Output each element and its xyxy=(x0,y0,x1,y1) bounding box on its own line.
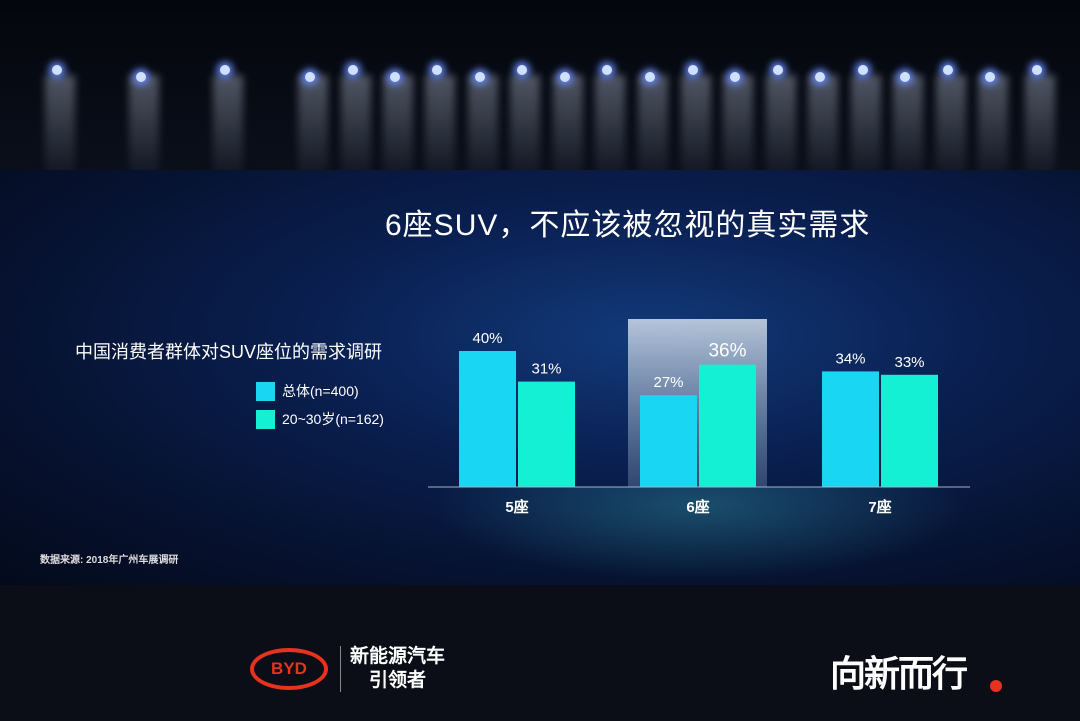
stage-light xyxy=(645,72,655,82)
byd-logo: BYD xyxy=(250,648,328,690)
stage-light xyxy=(390,72,400,82)
floor-glow xyxy=(430,487,970,582)
stage-light xyxy=(943,65,953,75)
light-beam xyxy=(978,75,1008,185)
stage-light xyxy=(858,65,868,75)
legend-label: 总体(n=400) xyxy=(282,383,359,399)
light-beam xyxy=(681,75,711,185)
category-label: 6座 xyxy=(686,498,709,516)
stage-light xyxy=(136,72,146,82)
bar-5座-series1 xyxy=(459,351,516,487)
light-beam xyxy=(213,75,243,185)
slogan-line1: 新能源汽车 xyxy=(350,646,446,667)
chart-title: 中国消费者群体对SUV座位的需求调研 xyxy=(75,342,383,362)
slide-title: 6座SUV，不应该被忽视的真实需求 xyxy=(385,209,871,242)
light-beam xyxy=(129,75,159,185)
category-label: 7座 xyxy=(868,498,891,516)
light-beam xyxy=(298,75,328,185)
stage-light xyxy=(475,72,485,82)
legend-item-overall: 总体(n=400) xyxy=(256,381,359,401)
legend-swatch xyxy=(256,381,275,401)
light-beam xyxy=(45,75,75,185)
light-beam xyxy=(383,75,413,185)
light-beam xyxy=(595,75,625,185)
stage-light xyxy=(432,65,442,75)
bar-5座-series2 xyxy=(518,381,575,487)
data-label: 33% xyxy=(894,354,924,371)
stage-light xyxy=(517,65,527,75)
stage-light xyxy=(348,65,358,75)
light-beam xyxy=(723,75,753,185)
stage-light xyxy=(730,72,740,82)
light-beam xyxy=(893,75,923,185)
data-label: 36% xyxy=(708,341,746,362)
legend-item-age: 20~30岁(n=162) xyxy=(256,409,384,429)
legend-label: 20~30岁(n=162) xyxy=(282,411,384,427)
bar-7座-series1 xyxy=(822,371,879,487)
stage-light xyxy=(305,72,315,82)
slogan: 新能源汽车 引领者 xyxy=(350,645,445,693)
footer xyxy=(0,585,1080,721)
light-beam xyxy=(341,75,371,185)
bar-6座-series1 xyxy=(640,395,697,487)
badge-icon xyxy=(990,680,1002,692)
data-label: 40% xyxy=(472,330,502,347)
slogan-line2: 引领者 xyxy=(369,670,427,691)
campaign-logo: 向新而行 xyxy=(830,653,968,695)
data-source: 数据来源: 2018年广州车展调研 xyxy=(40,555,179,566)
light-beam xyxy=(553,75,583,185)
stage-light xyxy=(688,65,698,75)
light-beam xyxy=(851,75,881,185)
light-beam xyxy=(638,75,668,185)
stage-light xyxy=(52,65,62,75)
category-label: 5座 xyxy=(505,498,528,516)
stage-lights xyxy=(0,0,1080,185)
stage-light xyxy=(602,65,612,75)
light-beam xyxy=(425,75,455,185)
data-label: 31% xyxy=(531,361,561,378)
bar-7座-series2 xyxy=(881,374,938,487)
light-beam xyxy=(510,75,540,185)
stage-light xyxy=(773,65,783,75)
light-beam xyxy=(766,75,796,185)
stage-light xyxy=(560,72,570,82)
divider xyxy=(340,646,341,692)
data-label: 27% xyxy=(653,374,683,391)
legend-swatch xyxy=(256,409,275,429)
light-beam xyxy=(1025,75,1055,185)
light-beam xyxy=(468,75,498,185)
light-beam xyxy=(808,75,838,185)
stage-light xyxy=(985,72,995,82)
stage-light xyxy=(815,72,825,82)
data-label: 34% xyxy=(835,350,865,367)
light-beam xyxy=(936,75,966,185)
stage-light xyxy=(900,72,910,82)
bar-6座-series2 xyxy=(699,364,756,487)
stage-light xyxy=(1032,65,1042,75)
stage-light xyxy=(220,65,230,75)
